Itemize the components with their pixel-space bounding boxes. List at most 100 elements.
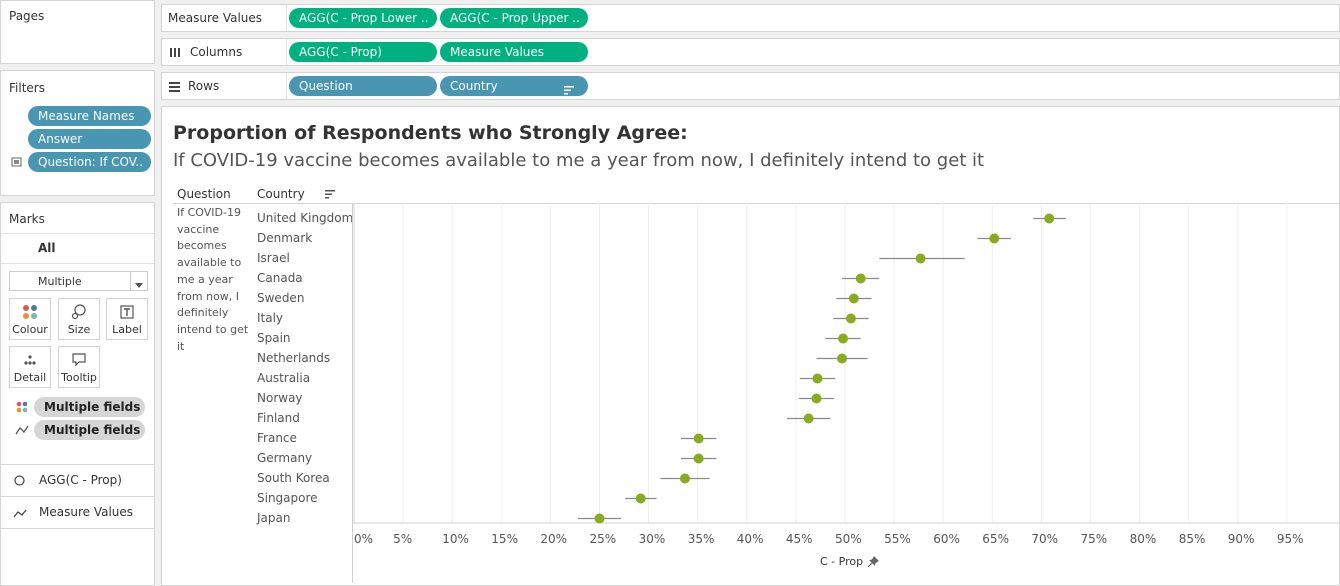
filter-pill-answer[interactable]: Answer (28, 129, 151, 149)
data-point[interactable] (679, 473, 690, 484)
rows-label: Rows (188, 79, 220, 93)
detail-button[interactable]: Detail (9, 346, 51, 388)
sort-icon (564, 81, 575, 96)
path-field-icon (15, 424, 29, 439)
filter-pill-question[interactable]: Question: If COV.. (28, 152, 151, 172)
pages-label: Pages (9, 9, 45, 23)
country-label[interactable]: Japan (257, 510, 291, 525)
filter-context-icon (11, 156, 22, 167)
size-button[interactable]: Size (58, 298, 100, 340)
mark-card-agg-c-prop[interactable]: AGG(C - Prop) (1, 465, 154, 495)
line-mark-icon (13, 508, 27, 522)
filter-pill-measure-names[interactable]: Measure Names (28, 106, 151, 126)
country-label[interactable]: Finland (257, 410, 300, 425)
data-point[interactable] (848, 293, 859, 304)
question-line: vaccine (177, 222, 220, 236)
country-label[interactable]: Netherlands (257, 350, 331, 365)
rows-icon (168, 81, 181, 95)
data-point[interactable] (1044, 213, 1055, 224)
filters-label: Filters (9, 81, 45, 95)
colour-icon (10, 304, 50, 320)
view-canvas: Proportion of Respondents who Strongly A… (161, 106, 1340, 586)
detail-label: Detail (13, 371, 47, 384)
x-tick-label: 35% (687, 532, 715, 546)
data-point[interactable] (915, 253, 926, 264)
marks-all-tab[interactable]: All (38, 241, 56, 255)
country-header[interactable]: Country (257, 187, 305, 201)
x-tick-label: 75% (1080, 532, 1108, 546)
tooltip-label: Tooltip (61, 371, 97, 384)
data-point[interactable] (989, 233, 1000, 244)
x-axis-ticks: 0% 5% 10% 15% 20% 25% 30% 35% 40% 45% 50% 55% 60% 65%… (352, 530, 1339, 546)
country-label[interactable]: Italy (257, 310, 284, 325)
columns-shelf[interactable]: Columns AGG(C - Prop) Measure Values (161, 38, 1340, 66)
country-label[interactable]: Singapore (257, 490, 318, 505)
pill-country-label: Country (450, 79, 498, 93)
question-line: from now, I (177, 289, 240, 303)
country-label[interactable]: Denmark (257, 230, 313, 245)
pin-icon (867, 556, 879, 570)
country-label[interactable]: Spain (257, 330, 291, 345)
data-point[interactable] (811, 393, 822, 404)
data-point[interactable] (812, 373, 823, 384)
x-tick-label: 95% (1276, 532, 1304, 546)
colour-button[interactable]: Colour (9, 298, 51, 340)
label-label: Label (112, 323, 142, 336)
country-label[interactable]: United Kingdom (257, 210, 354, 225)
x-tick-label: 5% (393, 532, 413, 546)
sort-icon[interactable] (325, 188, 336, 202)
question-cell: If COVID-19 vaccine becomes available to me … (177, 205, 248, 355)
data-point[interactable] (594, 513, 605, 524)
country-label[interactable]: Canada (257, 270, 303, 285)
country-label[interactable]: Germany (257, 450, 313, 465)
measure-values-shelf[interactable]: Measure Values AGG(C - Prop Lower .. AGG… (161, 4, 1340, 32)
data-point[interactable] (693, 453, 704, 464)
question-line: me a year (177, 272, 233, 286)
mark-type-dropdown[interactable]: Multiple (9, 271, 148, 291)
field-pill-colour[interactable]: Multiple fields (34, 397, 145, 417)
pill-agg-c-prop[interactable]: AGG(C - Prop) (289, 42, 437, 62)
x-tick-label: 20% (540, 532, 568, 546)
x-axis-title: C - Prop (820, 555, 864, 568)
country-label[interactable]: Australia (257, 370, 311, 385)
pill-question[interactable]: Question (289, 76, 437, 96)
pages-shelf[interactable]: Pages (0, 0, 155, 64)
country-label[interactable]: Sweden (257, 290, 305, 305)
data-point[interactable] (837, 353, 848, 364)
country-label[interactable]: France (257, 430, 297, 445)
pill-prop-upper[interactable]: AGG(C - Prop Upper .. (440, 8, 588, 28)
data-point[interactable] (838, 333, 849, 344)
question-header[interactable]: Question (177, 187, 231, 201)
data-point[interactable] (693, 433, 704, 444)
label-button[interactable]: Label (106, 298, 148, 340)
pill-country[interactable]: Country (440, 76, 588, 96)
colour-field-icon (16, 401, 28, 416)
question-line: available to (177, 256, 242, 270)
data-point[interactable] (635, 493, 646, 504)
x-tick-label: 15% (491, 532, 518, 546)
data-point[interactable] (845, 313, 856, 324)
x-tick-label: 80% (1129, 532, 1157, 546)
pill-prop-lower[interactable]: AGG(C - Prop Lower .. (289, 8, 437, 28)
x-tick-label: 40% (736, 532, 764, 546)
mark-card-measure-values[interactable]: Measure Values (1, 497, 154, 527)
x-tick-label: 10% (442, 532, 469, 546)
x-tick-label: 65% (982, 532, 1009, 546)
rows-shelf[interactable]: Rows Question Country (161, 72, 1340, 100)
pill-measure-values[interactable]: Measure Values (440, 42, 588, 62)
dot-plot (352, 203, 1339, 583)
mark-card-label: AGG(C - Prop) (39, 473, 122, 487)
tooltip-button[interactable]: Tooltip (58, 346, 100, 388)
mark-card-label: Measure Values (39, 505, 134, 519)
question-line: it (177, 339, 185, 353)
data-point[interactable] (855, 273, 866, 284)
question-line: definitely (177, 306, 229, 320)
x-tick-label: 50% (835, 532, 862, 546)
country-label[interactable]: Norway (257, 390, 303, 405)
x-tick-label: 25% (589, 532, 617, 546)
country-label[interactable]: Israel (257, 250, 290, 265)
filters-shelf[interactable]: Filters Measure Names Answer Question: I… (0, 70, 155, 196)
field-pill-path[interactable]: Multiple fields (34, 420, 145, 440)
country-label[interactable]: South Korea (257, 470, 330, 485)
data-point[interactable] (803, 413, 814, 424)
